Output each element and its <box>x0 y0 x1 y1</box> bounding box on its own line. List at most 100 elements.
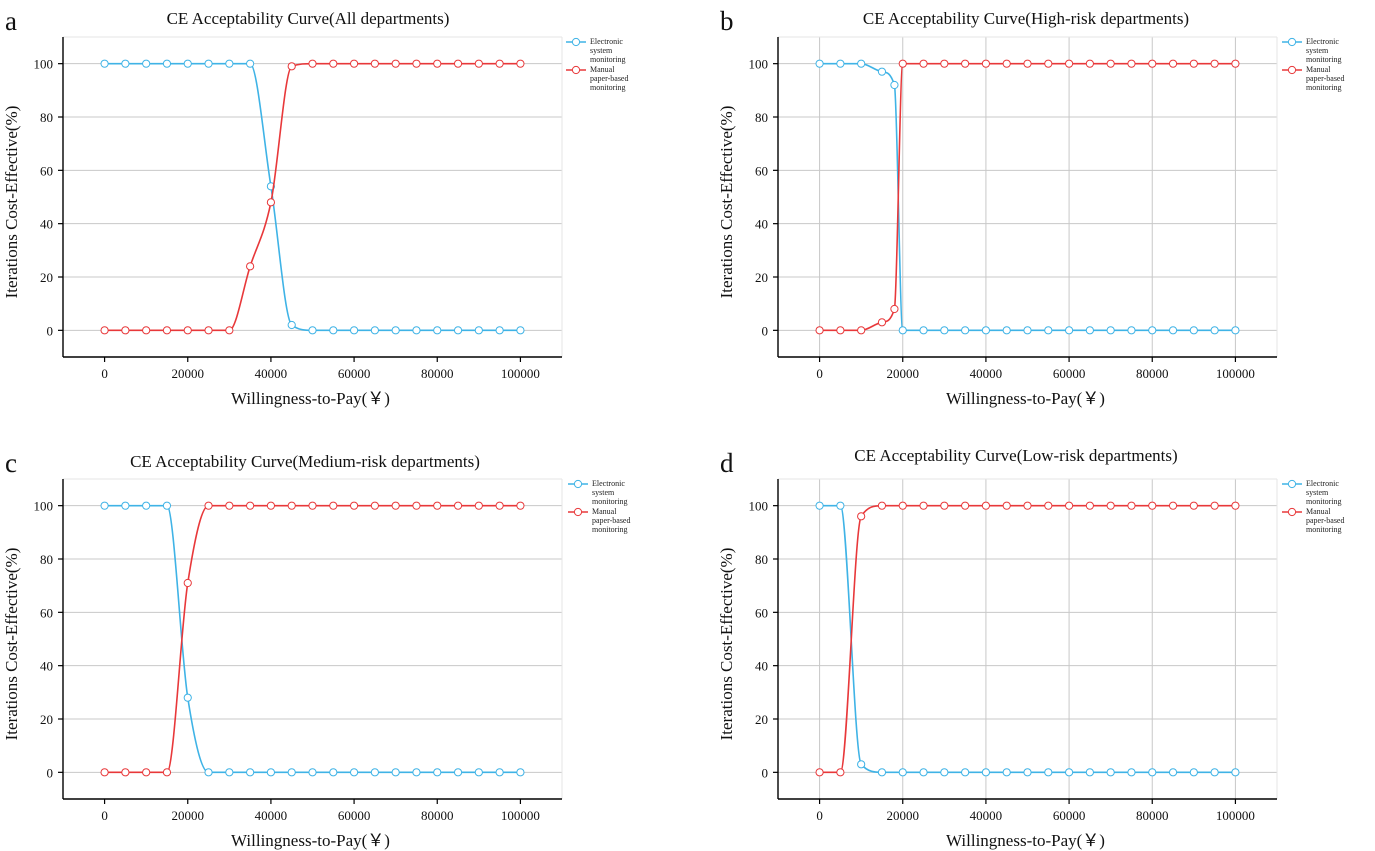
data-point <box>1210 768 1219 777</box>
data-point <box>1168 501 1178 510</box>
x-axis-label: Willingness-to-Pay(￥) <box>946 831 1105 850</box>
chart-panel-d: 0 20000 40000 60000 80000 100000 0 20 40 60 80 100 E… <box>717 446 1344 850</box>
data-point <box>1231 59 1240 68</box>
legend: ElectronicsystemmonitoringManualpaper-ba… <box>568 479 630 534</box>
data-point <box>1085 501 1094 510</box>
legend-entry-text: paper-based <box>590 74 628 83</box>
data-point <box>370 501 379 510</box>
x-tick-label: 80000 <box>1136 808 1169 823</box>
data-point <box>961 59 970 68</box>
series-electronic <box>100 501 525 777</box>
gridlines <box>63 478 563 799</box>
data-point <box>100 59 109 68</box>
data-point <box>1106 326 1115 335</box>
data-point <box>453 768 463 777</box>
data-point <box>1148 768 1157 777</box>
data-point <box>1023 326 1032 335</box>
data-point <box>836 768 845 777</box>
legend-entry-text: paper-based <box>1306 74 1344 83</box>
y-tick-label: 60 <box>755 605 768 620</box>
data-point <box>308 59 317 68</box>
series-line-electronic <box>104 62 521 332</box>
x-tick-label: 80000 <box>421 366 454 381</box>
data-point <box>1168 326 1178 335</box>
data-point <box>453 501 463 510</box>
legend-entry-text: Electronic <box>592 479 625 488</box>
y-tick-label: 60 <box>40 605 53 620</box>
y-axis-label: Iterations Cost-Effective(%) <box>717 106 736 299</box>
data-point <box>246 768 255 777</box>
series-line-manual <box>104 504 521 774</box>
data-point <box>815 768 824 777</box>
data-point <box>981 768 991 777</box>
data-point <box>287 320 296 330</box>
x-tick-label: 40000 <box>255 808 288 823</box>
data-point <box>349 501 359 510</box>
data-point <box>100 768 109 777</box>
data-point <box>121 768 130 777</box>
chart-title: CE Acceptability Curve(All departments) <box>167 9 450 28</box>
legend-entry-text: Manual <box>592 507 617 516</box>
data-point <box>266 768 276 777</box>
data-point <box>329 768 338 777</box>
legend-marker-electronic <box>571 37 581 47</box>
x-tick-label: 60000 <box>338 808 371 823</box>
data-point <box>412 59 421 68</box>
data-point <box>1002 59 1011 68</box>
legend-entry-text: system <box>1306 488 1329 497</box>
data-point <box>1002 326 1011 335</box>
data-point <box>1168 59 1178 68</box>
y-tick-label: 40 <box>755 659 768 674</box>
data-point <box>370 59 379 68</box>
y-tick-label: 100 <box>34 57 54 72</box>
data-point <box>225 59 234 68</box>
legend-entry-text: monitoring <box>590 83 626 92</box>
data-point <box>961 501 970 510</box>
x-tick-label: 40000 <box>970 366 1003 381</box>
data-point <box>121 501 130 510</box>
data-point <box>1023 768 1032 777</box>
data-point <box>162 768 172 777</box>
data-point <box>940 768 949 777</box>
data-point <box>142 59 151 68</box>
legend-marker-manual <box>1287 507 1297 517</box>
data-point <box>940 59 949 68</box>
series-line-electronic <box>819 504 1236 774</box>
data-point <box>495 768 504 777</box>
data-point <box>815 326 824 335</box>
data-point <box>516 501 525 510</box>
data-point <box>516 326 525 335</box>
data-point <box>287 501 296 510</box>
y-tick-label: 0 <box>47 323 54 338</box>
y-tick-label: 40 <box>40 217 53 232</box>
x-tick-label: 60000 <box>1053 808 1086 823</box>
series-line-electronic <box>104 504 521 774</box>
data-point <box>370 326 379 335</box>
data-point <box>898 59 907 68</box>
data-point <box>1231 326 1240 335</box>
data-point <box>1085 59 1094 68</box>
data-point <box>433 59 442 68</box>
legend: ElectronicsystemmonitoringManualpaper-ba… <box>1282 37 1344 92</box>
data-point <box>183 59 192 68</box>
gridlines <box>63 36 563 357</box>
data-point <box>391 501 400 510</box>
data-point <box>412 501 421 510</box>
series-electronic <box>100 59 525 335</box>
y-tick-label: 80 <box>755 552 768 567</box>
data-point <box>1085 326 1094 335</box>
data-point <box>1064 59 1074 68</box>
data-point <box>1210 59 1219 68</box>
y-tick-label: 100 <box>34 499 54 514</box>
data-point <box>1231 501 1240 510</box>
series-line-electronic <box>819 62 1236 332</box>
data-point <box>919 501 928 510</box>
y-axis-label: Iterations Cost-Effective(%) <box>2 106 21 299</box>
y-tick-label: 0 <box>762 323 769 338</box>
legend-entry-text: monitoring <box>1306 525 1342 534</box>
x-tick-label: 20000 <box>172 366 205 381</box>
x-tick-label: 60000 <box>338 366 371 381</box>
data-point <box>433 501 442 510</box>
data-point <box>142 768 151 777</box>
data-point <box>391 59 400 68</box>
